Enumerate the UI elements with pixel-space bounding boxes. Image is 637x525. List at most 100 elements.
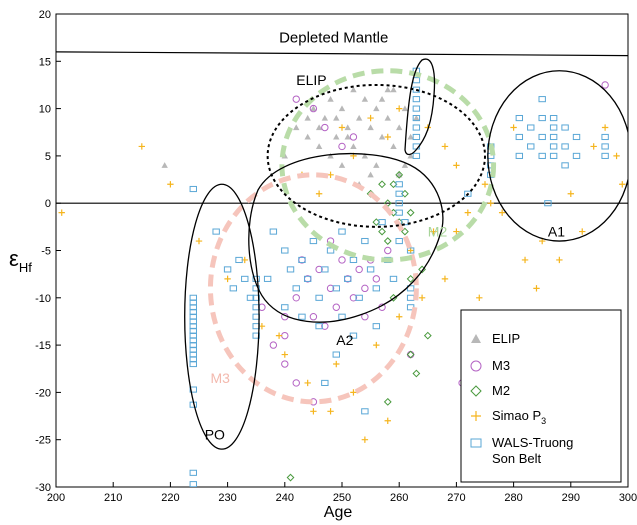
point-wals-truong-son-belt [412,152,421,159]
point-simao-p3 [396,313,403,320]
point-elip [333,114,340,121]
point-wals-truong-son-belt [549,115,558,122]
point-elip [413,114,420,121]
point-m3 [309,104,318,113]
point-elip [327,152,334,159]
point-wals-truong-son-belt [303,275,312,282]
y-tick-label: -25 [35,435,51,447]
annotation-elip: ELIP [296,72,326,88]
point-wals-truong-son-belt [572,133,581,141]
point-wals-truong-son-belt [515,152,524,159]
y-tick-label: 15 [39,56,51,68]
point-m3 [355,265,363,274]
y-tick-label: -10 [35,293,51,305]
point-wals-truong-son-belt [549,133,558,141]
point-elip [361,152,369,159]
point-elip [355,114,363,121]
point-m3 [372,275,381,283]
point-m2 [406,208,415,217]
point-wals-truong-son-belt [292,285,300,292]
point-wals-truong-son-belt [395,190,403,197]
point-elip [315,143,323,149]
point-simao-p3 [533,285,540,292]
point-wals-truong-son-belt [395,209,403,216]
point-simao-p3 [384,417,391,424]
point-wals-truong-son-belt [538,133,546,141]
region-m2-outline [279,68,497,263]
point-simao-p3 [464,209,472,216]
point-simao-p3 [224,275,231,283]
point-wals-truong-son-belt [378,219,386,226]
y-tick-label: -20 [35,387,51,399]
annotation-m2: M2 [428,223,448,239]
legend-marker-2 [470,385,482,397]
legend-marker-0 [471,334,481,343]
point-wals-truong-son-belt [561,162,569,169]
point-wals-truong-son-belt [241,275,249,282]
point-wals-truong-son-belt [527,143,535,150]
point-m2 [412,369,421,378]
point-wals-truong-son-belt [315,323,323,330]
point-wals-truong-son-belt [246,294,255,301]
point-wals-truong-son-belt [601,143,609,150]
annotation-m3: M3 [210,370,230,386]
point-m3 [332,303,340,311]
point-elip [333,133,340,140]
point-elip [367,124,374,131]
point-wals-truong-son-belt [389,275,398,282]
legend-label: Simao P3 [492,408,546,426]
point-simao-p3 [498,209,506,216]
point-simao-p3 [58,209,65,216]
point-elip [378,95,386,102]
point-elip [344,124,351,131]
point-wals-truong-son-belt [338,228,346,235]
point-wals-truong-son-belt [229,285,238,292]
point-wals-truong-son-belt [412,105,421,112]
point-elip [373,105,380,112]
point-m3 [349,133,358,141]
legend-label: ELIP [492,331,520,346]
point-wals-truong-son-belt [538,115,546,122]
point-simao-p3 [521,256,529,264]
point-m2 [383,397,392,406]
point-wals-truong-son-belt [355,294,363,301]
point-elip [293,124,300,131]
point-wals-truong-son-belt [395,200,403,207]
point-wals-truong-son-belt [349,332,358,339]
x-tick-label: 260 [390,492,408,504]
point-wals-truong-son-belt [515,115,524,122]
point-wals-truong-son-belt [412,115,421,122]
point-m3 [338,256,346,264]
point-elip [401,162,409,168]
point-simao-p3 [441,143,449,150]
point-wals-truong-son-belt [601,133,609,141]
y-tick-label: 0 [45,198,51,210]
point-simao-p3 [281,351,288,358]
point-m3 [601,81,609,89]
legend-label: WALS-Truong [492,435,573,450]
point-wals-truong-son-belt [401,219,409,226]
point-wals-truong-son-belt [189,481,197,487]
point-simao-p3 [361,436,369,443]
point-wals-truong-son-belt [395,237,403,245]
depleted-mantle-line [56,51,628,57]
point-elip [350,143,357,149]
point-wals-truong-son-belt [189,185,197,193]
x-tick-label: 280 [504,492,522,504]
point-elip [310,105,317,112]
point-wals-truong-son-belt [315,294,323,301]
point-elip [396,124,403,131]
point-m3 [326,284,335,293]
y-tick-label: -15 [35,340,51,352]
point-wals-truong-son-belt [189,360,197,368]
point-elip [327,95,334,102]
point-simao-p3 [619,181,626,188]
point-wals-truong-son-belt [298,313,306,320]
point-elip [384,114,391,121]
point-wals-truong-son-belt [281,304,289,311]
point-wals-truong-son-belt [269,228,278,235]
point-m2 [406,274,415,283]
point-wals-truong-son-belt [549,143,558,150]
x-tick-label: 230 [218,492,236,504]
